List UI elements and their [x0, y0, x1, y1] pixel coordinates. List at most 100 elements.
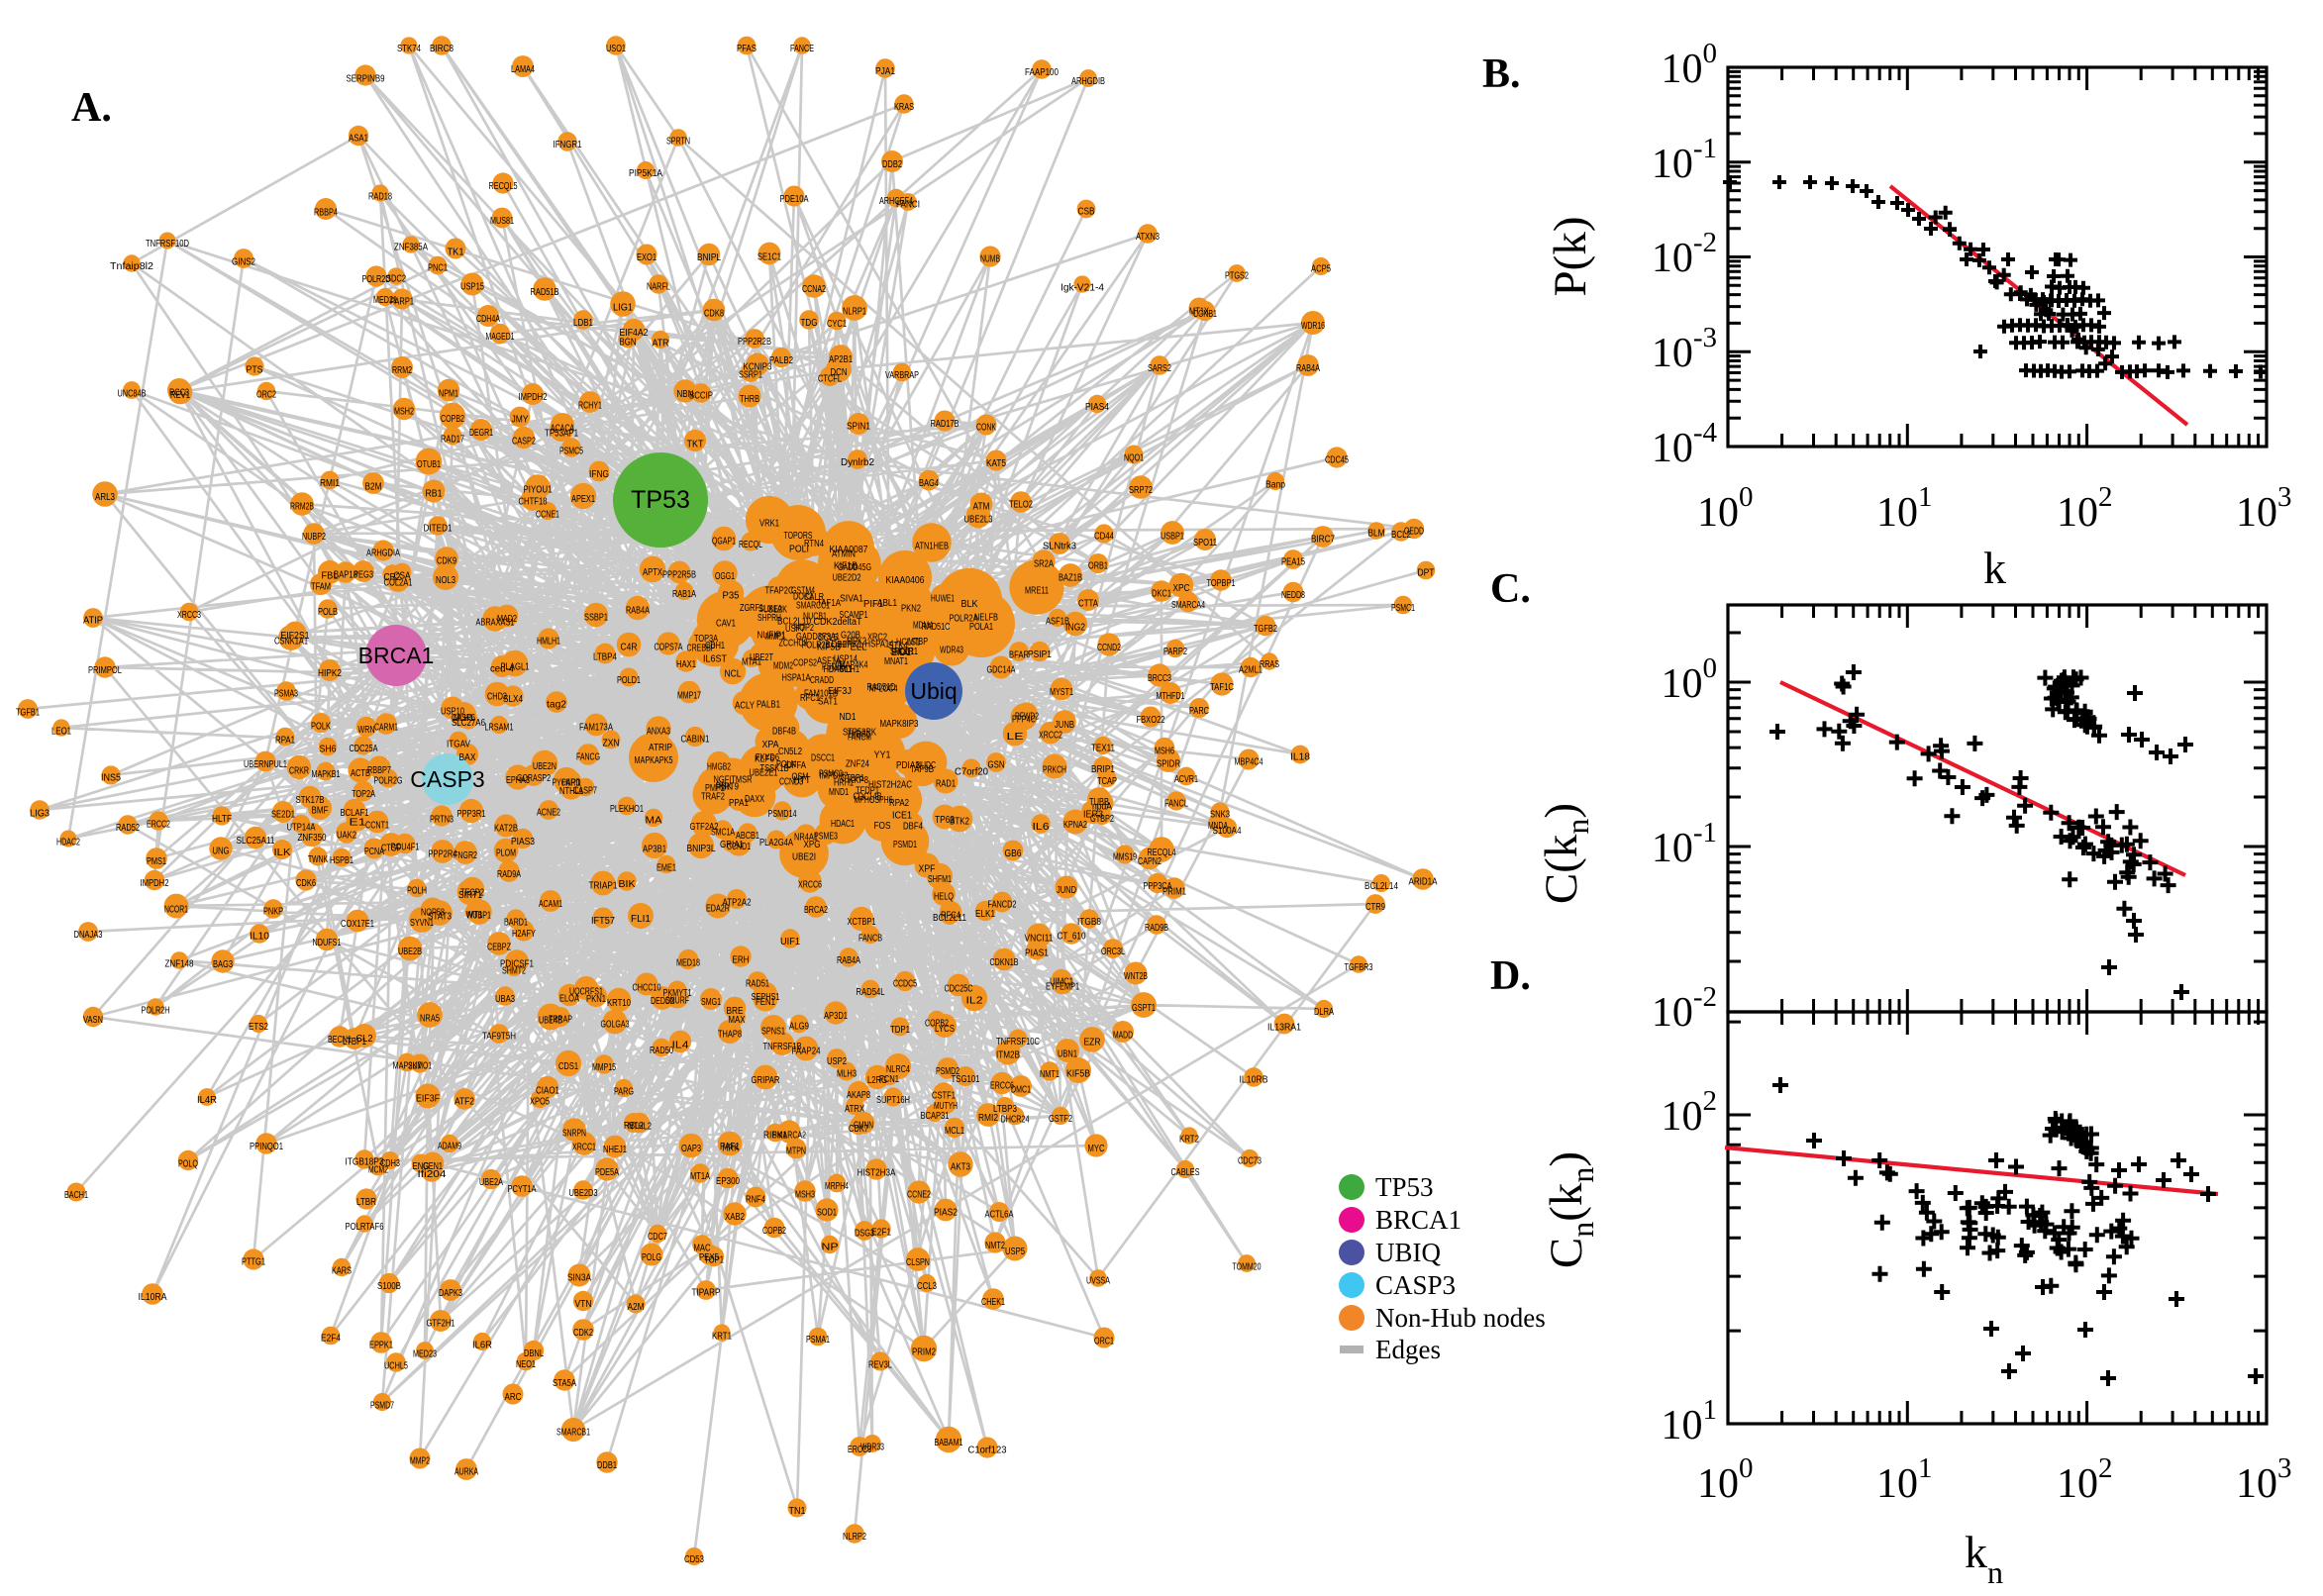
- svg-text:SRP72: SRP72: [1129, 485, 1153, 496]
- svg-text:STK17B: STK17B: [296, 795, 325, 806]
- svg-text:UIF1: UIF1: [780, 937, 800, 948]
- svg-text:POLRTAF6: POLRTAF6: [346, 1222, 384, 1233]
- svg-text:Banp: Banp: [1265, 480, 1285, 491]
- svg-text:UBE2N: UBE2N: [533, 761, 556, 772]
- svg-text:RCC3: RCC3: [169, 388, 189, 399]
- svg-text:MSH6: MSH6: [1155, 747, 1174, 757]
- svg-text:SLC27A6: SLC27A6: [452, 718, 485, 729]
- svg-text:SNK3: SNK3: [1210, 810, 1230, 821]
- svg-text:PLA2G4A: PLA2G4A: [759, 838, 793, 848]
- svg-text:MMP17: MMP17: [677, 690, 701, 701]
- svg-text:DDB2: DDB2: [882, 159, 902, 170]
- svg-text:FCN1: FCN1: [879, 1074, 899, 1085]
- svg-text:KIF1B: KIF1B: [834, 561, 858, 572]
- svg-text:ced-4: ced-4: [490, 664, 514, 675]
- svg-text:SMARCC1: SMARCC1: [796, 601, 830, 612]
- svg-text:UCHL5: UCHL5: [384, 1360, 408, 1371]
- svg-text:ARHGEF4: ARHGEF4: [879, 196, 913, 207]
- svg-text:ARHGDIB: ARHGDIB: [1071, 76, 1105, 87]
- svg-text:RFWD2: RFWD2: [1015, 711, 1039, 722]
- svg-text:PEG3: PEG3: [354, 569, 373, 580]
- svg-text:A2M: A2M: [628, 1302, 645, 1313]
- svg-text:IL4: IL4: [672, 1040, 690, 1050]
- svg-text:TWNK: TWNK: [308, 854, 328, 865]
- svg-text:PSME3: PSME3: [814, 832, 838, 843]
- svg-text:ATMIN: ATMIN: [832, 549, 856, 560]
- svg-text:AP3B1: AP3B1: [643, 844, 666, 854]
- svg-text:ENG: ENG: [413, 1161, 430, 1172]
- svg-text:APTX: APTX: [643, 567, 662, 578]
- svg-text:PRIM2: PRIM2: [912, 1347, 936, 1357]
- svg-text:COX17E1: COX17E1: [341, 919, 374, 930]
- svg-text:TP53AP1: TP53AP1: [545, 428, 578, 439]
- svg-text:GSPT1: GSPT1: [1132, 1003, 1156, 1014]
- svg-text:ATXN3: ATXN3: [1136, 232, 1160, 243]
- svg-text:GTBP2: GTBP2: [1090, 814, 1114, 825]
- svg-text:GB6: GB6: [1005, 848, 1022, 859]
- svg-text:SMARCB1: SMARCB1: [556, 1428, 590, 1439]
- svg-text:G20B: G20B: [841, 631, 860, 642]
- svg-text:PARP2: PARP2: [1163, 647, 1187, 657]
- svg-text:IMPDH2: IMPDH2: [141, 878, 169, 889]
- svg-text:FAAP24: FAAP24: [792, 1047, 821, 1057]
- svg-text:OSM: OSM: [792, 771, 809, 782]
- svg-text:CCND2: CCND2: [1097, 643, 1121, 653]
- svg-text:TNFRSF1B: TNFRSF1B: [763, 1042, 802, 1052]
- svg-text:NCOR1: NCOR1: [164, 904, 188, 915]
- svg-text:BRIP1: BRIP1: [1091, 764, 1115, 775]
- svg-text:CDC73: CDC73: [1238, 1156, 1262, 1167]
- svg-text:CDK6: CDK6: [296, 878, 316, 889]
- svg-text:OAP3: OAP3: [681, 1144, 701, 1154]
- svg-text:PPP2R2B: PPP2R2B: [738, 337, 771, 348]
- svg-text:NPLOC4: NPLOC4: [869, 683, 898, 694]
- svg-text:SMC1A: SMC1A: [711, 828, 735, 839]
- svg-text:RAD9A: RAD9A: [497, 869, 521, 880]
- svg-text:RMI1: RMI1: [320, 478, 340, 489]
- svg-text:HDAC11: HDAC11: [824, 664, 853, 675]
- svg-text:LE: LE: [1007, 732, 1024, 743]
- svg-text:USP15: USP15: [460, 282, 484, 293]
- svg-text:MT1X: MT1X: [1189, 307, 1209, 318]
- svg-text:RAB1A: RAB1A: [672, 589, 696, 600]
- svg-text:CDK7: CDK7: [849, 1124, 868, 1135]
- svg-text:C.: C.: [1490, 566, 1531, 612]
- svg-text:ELK1: ELK1: [975, 909, 995, 920]
- svg-text:TAF1C: TAF1C: [1210, 682, 1234, 693]
- svg-text:NUBP2: NUBP2: [302, 532, 326, 543]
- svg-text:NARFL: NARFL: [647, 282, 670, 293]
- svg-text:MUTYH: MUTYH: [934, 1101, 958, 1112]
- svg-text:RAB4A: RAB4A: [837, 955, 860, 966]
- svg-text:SLX1A: SLX1A: [758, 604, 782, 615]
- svg-text:ACP5: ACP5: [1311, 264, 1331, 275]
- svg-text:HDAC1: HDAC1: [831, 819, 855, 830]
- svg-text:FOS: FOS: [874, 821, 891, 832]
- svg-text:KPNA2: KPNA2: [1063, 820, 1087, 831]
- svg-text:TFCP2: TFCP2: [460, 887, 484, 898]
- svg-text:PIF1: PIF1: [863, 599, 883, 610]
- svg-text:S100A4: S100A4: [1213, 826, 1242, 837]
- svg-text:SERPINB9: SERPINB9: [347, 74, 385, 85]
- svg-text:ACACA: ACACA: [551, 423, 574, 434]
- svg-text:MYC: MYC: [1088, 1144, 1105, 1154]
- svg-text:TOP2A: TOP2A: [352, 789, 375, 800]
- svg-text:MAP2K7: MAP2K7: [393, 1061, 422, 1072]
- svg-text:STK4: STK4: [888, 641, 908, 651]
- svg-text:UBE2I: UBE2I: [792, 852, 816, 863]
- svg-text:CCNT1: CCNT1: [365, 820, 389, 831]
- svg-text:KIAA0406: KIAA0406: [886, 575, 925, 586]
- svg-text:POLR2G: POLR2G: [374, 776, 403, 787]
- svg-text:PIAS2: PIAS2: [934, 1208, 958, 1219]
- svg-text:TAF1A: TAF1A: [817, 598, 841, 609]
- svg-text:PKMYT1: PKMYT1: [663, 988, 692, 999]
- svg-text:TK1: TK1: [448, 247, 464, 257]
- svg-text:POLR2D: POLR2D: [362, 274, 391, 285]
- svg-text:PKN1: PKN1: [586, 994, 606, 1005]
- svg-text:CSNK1A1: CSNK1A1: [274, 636, 308, 647]
- svg-text:BMF: BMF: [312, 806, 329, 817]
- svg-text:HELQ: HELQ: [934, 892, 954, 903]
- svg-text:GSN: GSN: [988, 760, 1005, 771]
- svg-text:NOL3: NOL3: [436, 575, 455, 586]
- svg-text:SHFM1: SHFM1: [928, 874, 952, 885]
- svg-text:ATP2A2: ATP2A2: [723, 897, 752, 908]
- svg-text:HIPK1: HIPK1: [839, 640, 862, 650]
